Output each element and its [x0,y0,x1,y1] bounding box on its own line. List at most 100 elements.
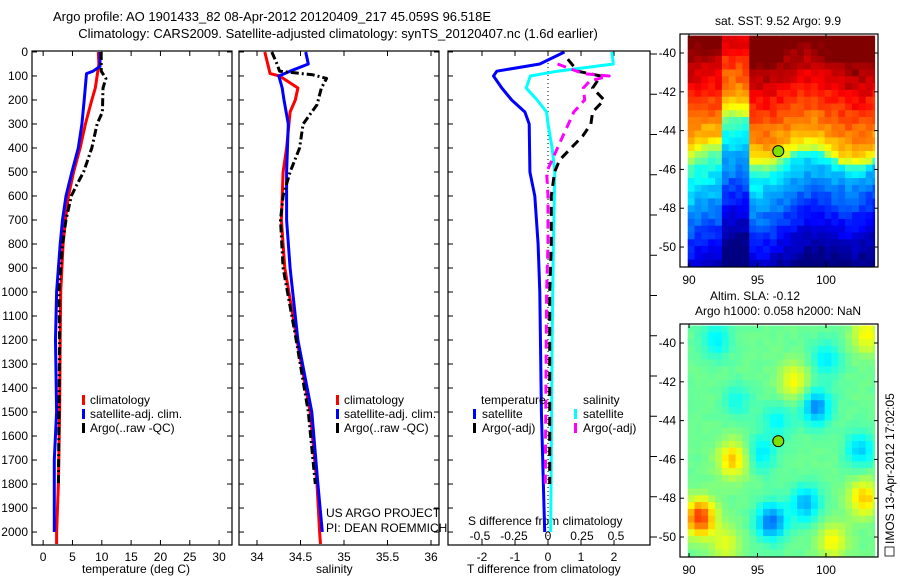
map-cell [817,225,826,233]
map-cell [742,49,750,57]
map-cell [804,359,812,367]
map-cell [845,123,853,132]
map-cell [831,151,839,159]
map-cell [694,352,702,360]
map-cell [735,529,743,537]
map-cell [721,239,730,247]
map-cell [776,400,784,408]
map-frame [679,33,879,268]
map-cell [715,110,723,118]
map-cell [735,468,743,476]
x-tick-label: 10 [95,550,109,564]
map-cell [872,259,876,267]
map-cell [838,212,846,220]
map-cell [817,481,826,489]
map-cell [687,171,695,179]
map-cell [728,339,736,347]
map-cell [721,232,730,240]
map-cell [756,62,764,70]
map-cell [817,454,826,462]
map-cell [838,549,846,557]
map-cell [858,205,867,213]
map-cell [783,191,791,199]
map-cell [721,386,730,394]
map-cell [742,386,750,394]
map-cell [769,400,778,408]
map-cell [858,130,867,138]
map-cell [776,117,784,125]
map-cell [783,198,791,206]
map-cell [776,76,784,84]
map-cell [872,508,876,517]
map-cell [810,76,819,84]
map-cell [804,325,812,333]
map-cell [763,400,771,408]
map-cell [749,508,757,517]
map-cell [838,62,846,70]
map-cell [858,42,867,50]
map-cell [763,212,771,220]
map-cell [742,366,750,374]
map-cell [715,508,723,517]
map-cell [810,345,819,354]
map-cell [756,144,764,152]
map-cell [845,549,853,557]
map-cell [865,164,873,172]
map-cell [735,117,743,125]
map-cell [824,123,832,132]
map-cell [694,103,702,111]
map-cell [831,379,839,388]
map-cell [797,468,805,476]
map-cell [728,246,736,254]
map-cell [852,522,860,530]
map-cell [715,191,723,199]
map-cell [687,386,695,394]
map-cell [749,49,757,57]
map-cell [817,461,826,469]
map-cell [742,144,750,152]
map-cell [756,373,764,381]
map-cell [817,373,826,381]
map-cell [845,259,853,267]
map-cell [728,252,736,261]
map-cell [810,386,819,394]
map-cell [715,529,723,537]
map-cell [824,454,832,462]
map-cell [687,117,695,125]
map-cell [865,62,873,70]
map-cell [701,225,709,233]
map-cell [742,434,750,442]
map-cell [769,515,778,523]
map-cell [797,69,805,77]
x-tick-label: 30 [212,550,226,564]
map-cell [769,96,778,104]
lon-tick-label: 100 [816,273,836,287]
map-cell [797,522,805,530]
map-cell [742,42,750,50]
map-cell [728,366,736,374]
map-cell [858,55,867,64]
lat-tick-label: -48 [659,491,677,505]
map-cell [756,89,764,98]
map-cell [817,62,826,70]
map-cell [804,468,812,476]
map-cell [687,96,695,104]
map-cell [769,191,778,199]
map-cell [810,447,819,456]
map-cell [687,69,695,77]
lat-tick-label: -46 [659,452,677,466]
map-cell [694,474,702,483]
map-cell [783,379,791,388]
map-cell [749,434,757,442]
map-cell [824,495,832,503]
map-cell [687,205,695,213]
map-cell [845,69,853,77]
map-cell [797,218,805,227]
map-cell [708,332,716,340]
map-cell [721,379,730,388]
map-cell [749,502,757,510]
map-cell [872,117,876,125]
map-cell [701,379,709,388]
map-cell [865,420,873,428]
map-cell [817,434,826,442]
